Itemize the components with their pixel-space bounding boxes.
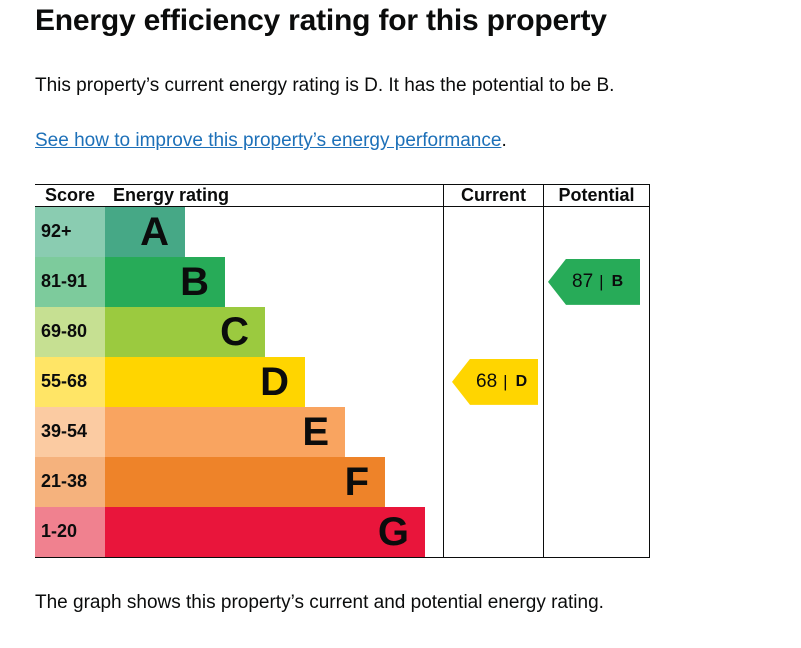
rating-bar-g: G [105,506,425,557]
rating-letter-b: B [180,259,209,304]
rating-letter-a: A [140,209,169,254]
energy-band-row-g: 1-20 G [35,506,443,557]
improve-energy-link[interactable]: See how to improve this property’s energ… [35,130,502,152]
energy-band-row-a: 92+ A [35,206,443,257]
potential-column: 87 | B [543,206,650,557]
epc-page: Energy efficiency rating for this proper… [35,4,801,613]
pointer-divider: | [503,371,508,391]
improve-paragraph: See how to improve this property’s energ… [35,129,801,154]
rating-bar-b: B [105,256,225,307]
header-score: Score [35,185,105,207]
energy-band-row-d: 55-68 D [35,356,443,407]
rating-bar-e: E [105,406,345,457]
score-range-b: 81-91 [35,256,105,307]
score-range-a: 92+ [35,206,105,257]
rating-bands: 92+ A 81-91 B 69-80 C 55-68 D 39-54 E 21-38 F 1-20 G [35,206,443,557]
pointer-divider: | [599,271,604,291]
rating-letter-c: C [220,309,249,354]
rating-letter-e: E [302,409,329,454]
current-rating-pointer: 68 | D [452,358,538,405]
score-range-c: 69-80 [35,306,105,357]
energy-band-row-f: 21-38 F [35,456,443,507]
summary-text: This property’s current energy rating is… [35,74,615,96]
energy-band-row-b: 81-91 B [35,256,443,307]
potential-rating-pointer: 87 | B [548,258,640,305]
potential-score: 87 [572,270,594,292]
current-score: 68 [476,370,498,392]
energy-band-row-e: 39-54 E [35,406,443,457]
score-range-e: 39-54 [35,406,105,457]
rating-bar-f: F [105,456,385,507]
rating-bar-c: C [105,306,265,357]
potential-letter: B [611,272,624,290]
rating-letter-f: F [344,459,369,504]
rating-letter-d: D [260,359,289,404]
header-potential: Potential [543,184,650,207]
energy-rating-chart: Score Energy rating Current Potential 92… [35,183,650,558]
score-range-d: 55-68 [35,356,105,407]
header-energy-rating: Energy rating [105,185,443,207]
score-range-g: 1-20 [35,506,105,557]
header-current: Current [443,184,543,207]
rating-letter-g: G [377,509,409,554]
current-column: 68 | D [443,206,543,557]
rating-bar-a: A [105,206,185,257]
rating-bar-d: D [105,356,305,407]
caption-text: The graph shows this property’s current … [35,591,604,613]
link-suffix: . [501,130,507,152]
energy-band-row-c: 69-80 C [35,306,443,357]
page-title: Energy efficiency rating for this proper… [35,4,607,37]
score-range-f: 21-38 [35,456,105,507]
current-letter: D [515,372,528,390]
